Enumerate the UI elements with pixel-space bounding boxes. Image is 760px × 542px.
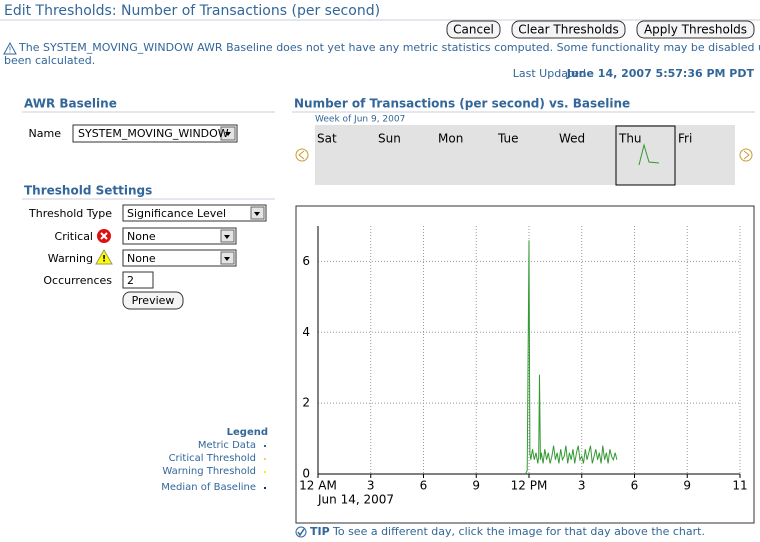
x-tick-label: 11: [732, 479, 747, 493]
data-line: [525, 240, 618, 475]
prev-arrow[interactable]: [295, 148, 309, 162]
tip-text: To see a different day, click the image …: [332, 525, 705, 538]
x-tick-label: 12 PM: [511, 479, 548, 493]
button-label: Apply Thresholds: [644, 23, 747, 37]
x-sub-label: Jun 14, 2007: [317, 493, 394, 507]
legend-entry: Metric Data: [198, 440, 256, 451]
week-strip[interactable]: [315, 125, 735, 185]
y-tick-label: 0: [302, 467, 310, 481]
input-box: [122, 271, 154, 289]
input-box: [122, 204, 267, 222]
section-heading: AWR Baseline: [24, 97, 117, 111]
day-label[interactable]: Sat: [317, 132, 337, 146]
select-arrow: [254, 212, 260, 216]
section-heading: Threshold Settings: [24, 184, 152, 198]
field-label: Occurrences: [43, 274, 112, 287]
tip-icon: [295, 526, 307, 538]
legend-title: Legend: [227, 427, 268, 438]
x-tick-label: 9: [472, 479, 480, 493]
field-value: 2: [127, 274, 134, 287]
button-label: Cancel: [453, 23, 494, 37]
section-heading: Number of Transactions (per second) vs. …: [294, 97, 630, 111]
field-input[interactable]: None: [122, 227, 237, 245]
legend-swatch: [264, 445, 266, 447]
field-value: None: [127, 230, 156, 243]
field-input[interactable]: 2: [122, 271, 154, 289]
warning-text: been calculated.: [4, 54, 95, 67]
legend-entry: Median of Baseline: [161, 482, 256, 493]
last-updated-label: Last Updated: [513, 67, 586, 80]
button-shape: [446, 20, 501, 39]
last-updated-value: June 14, 2007 5:57:36 PM PDT: [566, 67, 755, 80]
x-tick-label: 3: [578, 479, 586, 493]
warning-icon: [95, 248, 113, 265]
x-tick-label: 12 AM: [299, 479, 337, 493]
day-label[interactable]: Wed: [559, 132, 585, 146]
button-shape: [511, 20, 626, 39]
button-shape: [636, 20, 755, 39]
week-label: Week of Jun 9, 2007: [315, 115, 405, 125]
header-button[interactable]: Apply Thresholds: [636, 20, 755, 39]
legend-swatch: [264, 487, 266, 489]
field-input[interactable]: None: [122, 249, 237, 267]
field-label: Threshold Type: [28, 207, 112, 220]
x-tick-label: 6: [631, 479, 639, 493]
selected-day-box[interactable]: [615, 125, 676, 186]
field-value: Significance Level: [127, 207, 226, 220]
x-tick-label: 3: [367, 479, 375, 493]
legend-entry: Critical Threshold: [169, 453, 256, 464]
field-label: Warning: [48, 252, 93, 265]
legend-swatch: [264, 471, 266, 473]
legend-swatch: [264, 458, 266, 460]
input-box: [122, 249, 237, 267]
y-tick-label: 4: [302, 325, 310, 339]
x-tick-label: 6: [420, 479, 428, 493]
header-button[interactable]: Cancel: [446, 20, 501, 39]
day-label[interactable]: Tue: [497, 132, 519, 146]
button-label: Clear Thresholds: [518, 23, 619, 37]
legend-entry: Warning Threshold: [162, 466, 256, 477]
day-label[interactable]: Sun: [378, 132, 401, 146]
warning-mark: !: [102, 255, 106, 265]
input-box: [122, 227, 237, 245]
critical-icon: [100, 232, 108, 240]
tip-label: TIP: [310, 525, 330, 538]
select-arrow: [224, 257, 230, 261]
svg-text:!: !: [8, 46, 11, 55]
select-value: SYSTEM_MOVING_WINDOW: [78, 127, 229, 140]
select-arrow: [224, 235, 230, 239]
field-label: Critical: [55, 230, 93, 243]
header-button[interactable]: Clear Thresholds: [511, 20, 626, 39]
y-tick-label: 6: [302, 254, 310, 268]
day-thumbnail: [638, 143, 660, 166]
warning-icon: !: [3, 41, 17, 55]
chart-frame: [295, 205, 755, 524]
field-input[interactable]: Significance Level: [122, 204, 267, 222]
warning-text: The SYSTEM_MOVING_WINDOW AWR Baseline do…: [18, 41, 760, 54]
next-arrow[interactable]: [739, 148, 753, 162]
field-value: None: [127, 252, 156, 265]
day-label[interactable]: Thu: [618, 132, 642, 146]
x-tick-label: 9: [683, 479, 691, 493]
preview-button[interactable]: Preview: [122, 291, 184, 310]
day-label[interactable]: Fri: [678, 132, 692, 146]
button-label: Preview: [132, 294, 175, 307]
field-label: Name: [29, 127, 62, 140]
day-label[interactable]: Mon: [438, 132, 463, 146]
page-title: Edit Thresholds: Number of Transactions …: [4, 3, 380, 19]
baseline-select[interactable]: SYSTEM_MOVING_WINDOW: [72, 124, 238, 143]
y-tick-label: 2: [302, 396, 310, 410]
